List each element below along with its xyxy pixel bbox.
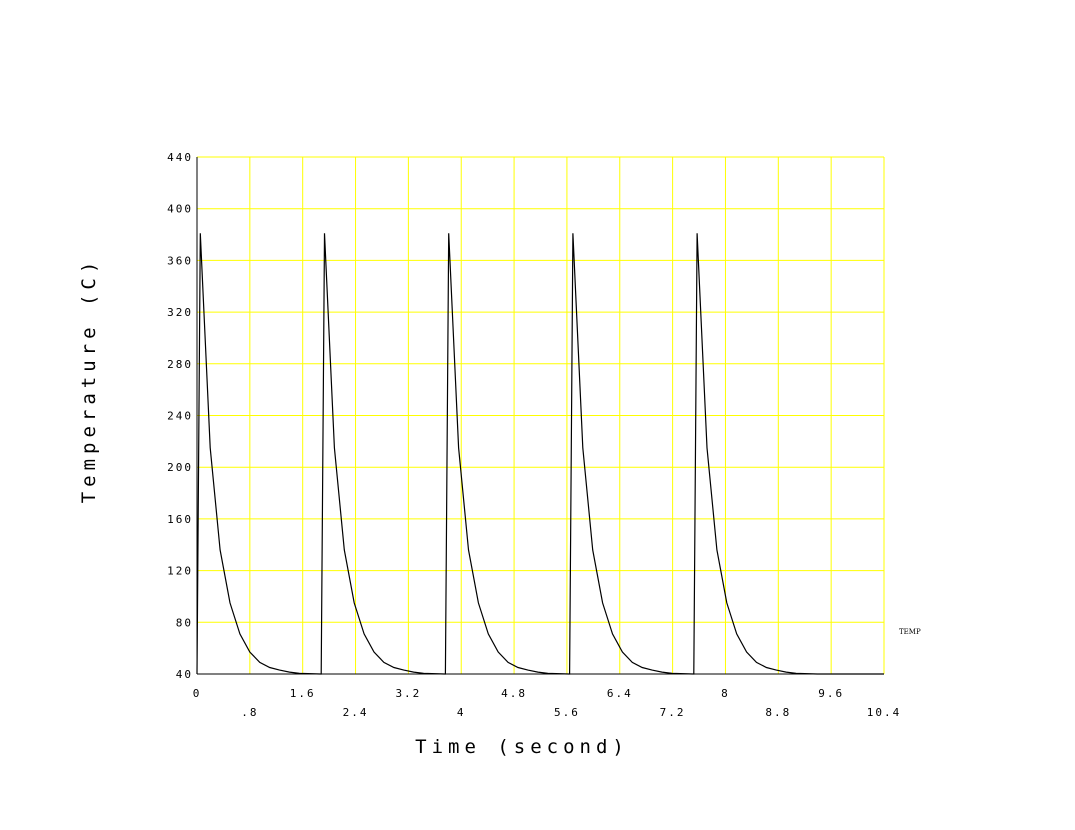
x-tick-labels: 0 1.6 3.2 4.8 6.4 8 9.6 .8 2.4 4 5.6 7.2 8.8 10.4 — [193, 687, 902, 719]
x-tick-label: 8.8 — [765, 706, 791, 719]
x-tick-label: 1.6 — [290, 687, 316, 700]
y-tick-label: 200 — [167, 461, 193, 474]
x-tick-label: 3.2 — [395, 687, 421, 700]
x-tick-label: 4.8 — [501, 687, 527, 700]
x-tick-label: 5.6 — [554, 706, 580, 719]
x-tick-label: 9.6 — [818, 687, 844, 700]
grid — [197, 156, 885, 674]
y-tick-labels: 40 80 120 160 200 240 280 320 360 400 440 — [167, 151, 193, 681]
x-tick-label: 10.4 — [867, 706, 902, 719]
series-line-temp — [196, 233, 884, 675]
y-tick-label: 240 — [167, 410, 193, 423]
y-tick-label: 120 — [167, 565, 193, 578]
x-tick-label: 4 — [457, 706, 466, 719]
y-tick-label: 40 — [176, 668, 193, 681]
x-tick-label: 0 — [193, 687, 202, 700]
y-tick-label: 320 — [167, 306, 193, 319]
y-tick-label: 160 — [167, 513, 193, 526]
y-axis-label: Temperature (C) — [78, 257, 100, 504]
y-tick-label: 280 — [167, 358, 193, 371]
x-tick-label: 2.4 — [343, 706, 369, 719]
x-axis-label: Time (second) — [415, 736, 629, 758]
y-tick-label: 440 — [167, 151, 193, 164]
y-tick-label: 80 — [176, 616, 193, 629]
x-tick-label: 7.2 — [660, 706, 686, 719]
y-tick-label: 400 — [167, 203, 193, 216]
x-tick-label: 8 — [721, 687, 730, 700]
x-tick-label: 6.4 — [607, 687, 633, 700]
x-tick-label: .8 — [241, 706, 258, 719]
y-tick-label: 360 — [167, 254, 193, 267]
legend-series-name: TEMP — [899, 628, 921, 636]
series-group — [196, 233, 884, 675]
